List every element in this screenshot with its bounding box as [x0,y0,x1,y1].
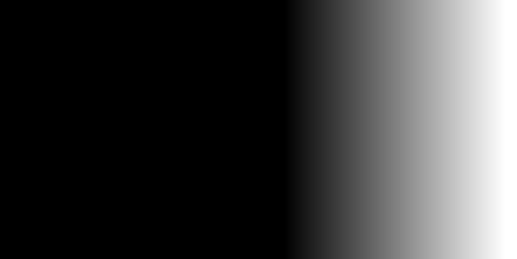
Text: (a)  the resistance of the rod: (a) the resistance of the rod [86,106,377,123]
Text: the rod, there is a current of 4.0 x10⁻³A in  rod.  Find: the rod, there is a current of 4.0 x10⁻³… [86,88,517,105]
Text: 12: 12 [74,150,92,164]
Text: 3.   A resistor is constructed of a carbon rod that has a uni: 3. A resistor is constructed of a carbon… [86,54,517,71]
Text: of 5.0mm².  When a potential difference of 15.0V is a: of 5.0mm². When a potential difference o… [86,71,517,88]
Text: (b)  the length of the rod.: (b) the length of the rod. [86,122,352,139]
Text: Take the resistivity of carbon to be 3.5x10⁻⁵ Ωm: Take the resistivity of carbon to be 3.5… [86,139,486,156]
Text: the resistor?: the resistor? [146,39,239,53]
